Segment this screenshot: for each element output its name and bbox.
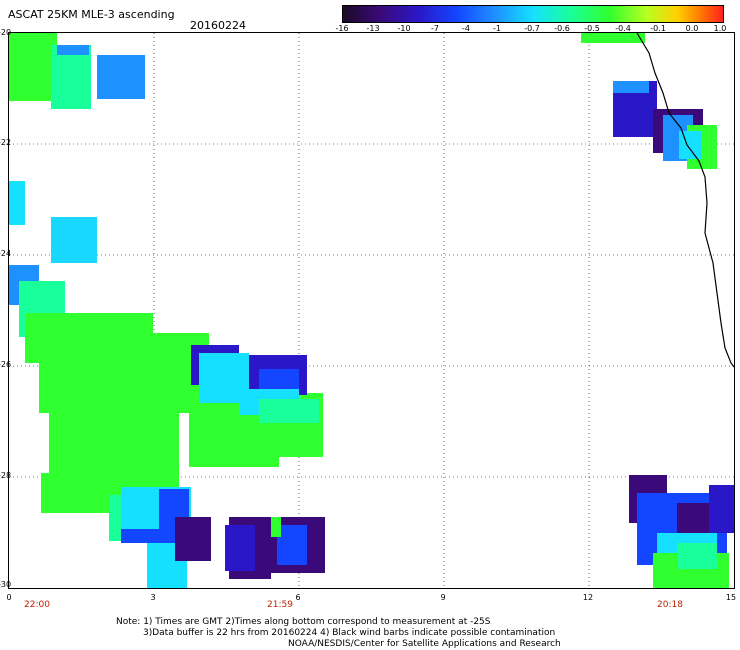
time-label: 20:18 bbox=[657, 600, 683, 610]
colorbar-tick: -0.4 bbox=[615, 24, 631, 33]
colorbar-tick: -4 bbox=[462, 24, 470, 33]
time-label: 22:00 bbox=[24, 600, 50, 610]
x-axis-label: 15 bbox=[725, 593, 737, 602]
chart-title: ASCAT 25KM MLE-3 ascending bbox=[8, 8, 175, 21]
y-axis-label: -26 bbox=[0, 360, 12, 369]
colorbar-ticks: -16 -13 -10 -7 -4 -1 -0.7 -0.6 -0.5 -0.4… bbox=[335, 24, 726, 34]
footnote-line-1: Note: 1) Times are GMT 2)Times along bot… bbox=[116, 617, 491, 627]
wind-cells bbox=[9, 33, 734, 588]
colorbar-tick: 1.0 bbox=[713, 24, 727, 33]
footnote-credit: NOAA/NESDIS/Center for Satellite Applica… bbox=[288, 639, 561, 649]
y-axis-label: -20 bbox=[0, 28, 12, 37]
y-axis-label: -28 bbox=[0, 471, 12, 480]
colorbar-tick: -0.5 bbox=[584, 24, 600, 33]
colorbar-tick: -13 bbox=[366, 24, 380, 33]
x-axis-label: 3 bbox=[150, 593, 156, 602]
map-graphic bbox=[9, 33, 734, 588]
time-label: 21:59 bbox=[267, 600, 293, 610]
colorbar-tick: 0.0 bbox=[685, 24, 699, 33]
colorbar-tick: -16 bbox=[335, 24, 349, 33]
coastline bbox=[636, 33, 734, 368]
colorbar-tick: -7 bbox=[431, 24, 439, 33]
y-axis-label: -30 bbox=[0, 580, 12, 589]
colorbar bbox=[342, 5, 724, 23]
colorbar-tick: -10 bbox=[397, 24, 411, 33]
colorbar-tick: -1 bbox=[493, 24, 501, 33]
footnote-line-2: 3)Data buffer is 22 hrs from 20160224 4)… bbox=[143, 628, 556, 638]
chart-date: 20160224 bbox=[190, 19, 246, 32]
x-axis-label: 9 bbox=[440, 593, 446, 602]
x-axis-label: 12 bbox=[582, 593, 594, 602]
y-axis-label: -22 bbox=[0, 138, 12, 147]
colorbar-tick: -0.6 bbox=[554, 24, 570, 33]
x-axis-label: 6 bbox=[295, 593, 301, 602]
colorbar-tick: -0.7 bbox=[524, 24, 540, 33]
x-axis-label: 0 bbox=[6, 593, 12, 602]
y-axis-label: -24 bbox=[0, 249, 12, 258]
map-plot bbox=[8, 32, 735, 589]
colorbar-tick: -0.1 bbox=[650, 24, 666, 33]
